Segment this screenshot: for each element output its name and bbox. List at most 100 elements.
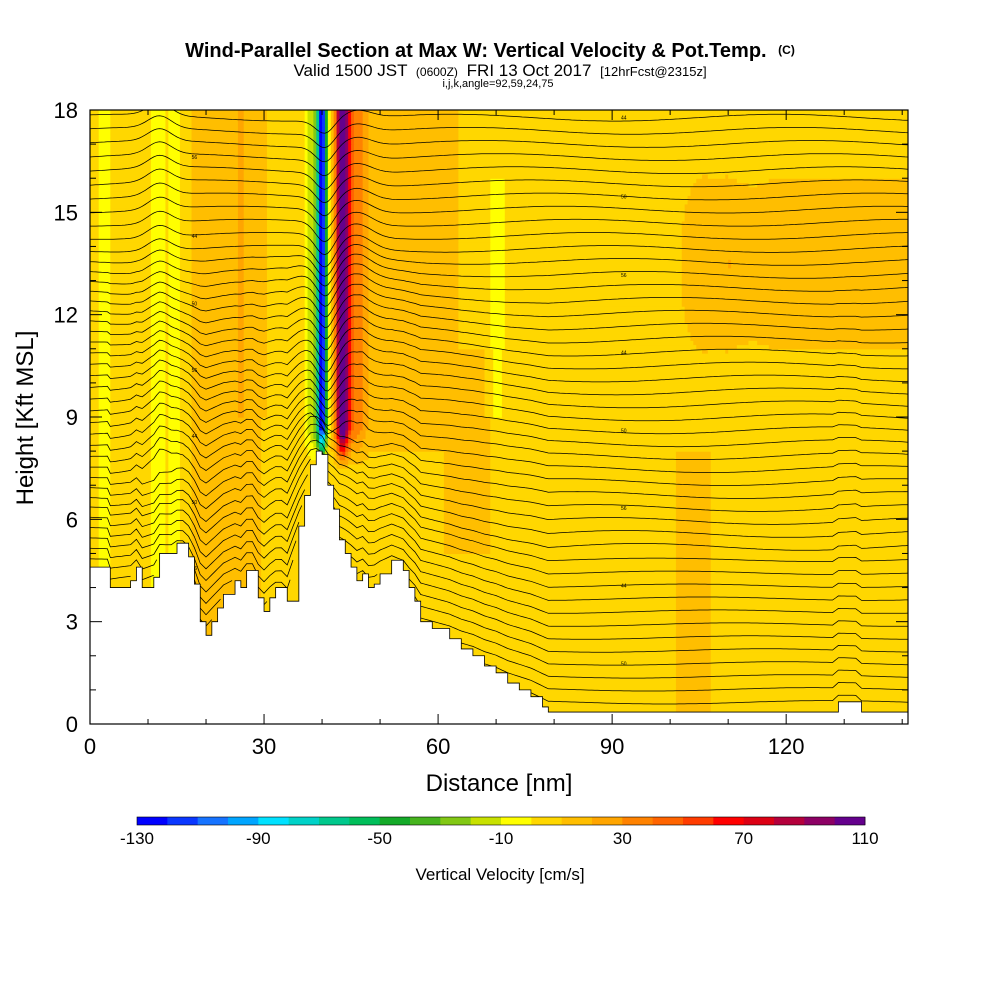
field-cell xyxy=(261,446,309,452)
field-cell xyxy=(322,408,326,414)
field-cell xyxy=(351,280,355,286)
field-cell xyxy=(336,361,341,367)
field-cell xyxy=(327,242,332,248)
field-cell xyxy=(345,297,349,303)
field-cell xyxy=(336,186,341,192)
field-cell xyxy=(339,199,346,205)
field-cell xyxy=(316,404,320,410)
field-cell xyxy=(191,451,262,456)
field-cell xyxy=(243,131,268,137)
field-cell xyxy=(336,225,341,230)
field-cell xyxy=(368,327,459,333)
field-cell xyxy=(110,446,152,452)
field-cell xyxy=(322,276,326,282)
field-cell xyxy=(336,250,341,256)
field-cell xyxy=(351,237,355,243)
field-cell xyxy=(330,391,335,397)
field-cell xyxy=(90,156,100,162)
field-cell xyxy=(333,186,338,192)
field-cell xyxy=(179,110,193,115)
field-cell xyxy=(261,527,445,533)
field-cell xyxy=(313,156,317,162)
field-cell xyxy=(351,263,355,269)
field-cell xyxy=(353,421,364,427)
field-cell xyxy=(490,182,506,188)
field-cell xyxy=(368,293,459,299)
field-cell xyxy=(90,165,100,171)
field-cell xyxy=(304,276,309,282)
field-cell xyxy=(261,515,445,520)
field-cell xyxy=(98,353,111,358)
field-cell xyxy=(675,583,712,589)
field-cell xyxy=(493,348,503,354)
field-cell xyxy=(345,165,349,171)
field-cell xyxy=(362,246,370,252)
field-cell xyxy=(353,114,364,120)
field-cell xyxy=(150,566,167,572)
field-cell xyxy=(179,327,193,333)
field-cell xyxy=(351,412,355,418)
field-cell xyxy=(362,127,370,132)
field-cell xyxy=(110,335,152,341)
field-cell xyxy=(362,144,370,149)
field-cell xyxy=(675,459,712,465)
field-cell xyxy=(150,144,167,149)
field-cell xyxy=(702,348,709,354)
field-cell xyxy=(339,404,346,410)
field-cell xyxy=(150,344,167,350)
field-cell xyxy=(345,442,349,448)
field-cell xyxy=(266,293,306,299)
field-cell xyxy=(348,220,352,226)
field-cell xyxy=(336,191,341,196)
field-cell xyxy=(458,306,491,311)
field-cell xyxy=(165,331,169,337)
field-cell xyxy=(319,306,323,311)
field-cell xyxy=(490,237,506,243)
field-cell xyxy=(348,212,352,218)
field-cell xyxy=(266,178,306,184)
field-cell xyxy=(324,404,329,410)
field-cell xyxy=(168,301,181,307)
field-cell xyxy=(168,387,181,393)
field-cell xyxy=(150,498,167,503)
field-cell xyxy=(179,335,193,341)
field-cell xyxy=(191,250,239,256)
field-cell xyxy=(179,515,193,520)
field-cell xyxy=(681,254,908,260)
field-cell xyxy=(322,216,326,222)
field-cell xyxy=(307,382,314,388)
field-cell xyxy=(266,237,306,243)
y-tick-label: 9 xyxy=(66,405,78,430)
field-cell xyxy=(327,233,332,239)
field-cell xyxy=(327,442,332,448)
field-cell xyxy=(150,485,167,491)
field-cell xyxy=(168,314,181,320)
field-cell xyxy=(98,348,111,354)
field-cell xyxy=(98,216,111,222)
field-cell xyxy=(322,156,326,162)
field-cell xyxy=(324,395,329,401)
field-cell xyxy=(261,502,445,508)
field-cell xyxy=(237,118,245,124)
field-cell xyxy=(348,152,352,158)
field-cell xyxy=(307,182,314,188)
field-cell xyxy=(237,114,245,120)
field-cell xyxy=(351,229,355,235)
field-cell xyxy=(710,451,908,456)
field-cell xyxy=(490,335,506,341)
field-cell xyxy=(191,301,239,307)
field-cell xyxy=(179,425,193,431)
field-cell xyxy=(307,306,314,311)
field-cell xyxy=(243,152,268,158)
field-cell xyxy=(348,408,352,414)
field-cell xyxy=(110,536,152,542)
field-cell xyxy=(368,127,459,132)
field-cell xyxy=(362,297,370,303)
field-cell xyxy=(191,540,262,546)
field-cell xyxy=(168,135,181,141)
field-cell xyxy=(150,536,167,542)
field-cell xyxy=(368,314,459,320)
field-cell xyxy=(191,237,239,243)
field-cell xyxy=(110,323,152,329)
field-cell xyxy=(191,276,239,282)
